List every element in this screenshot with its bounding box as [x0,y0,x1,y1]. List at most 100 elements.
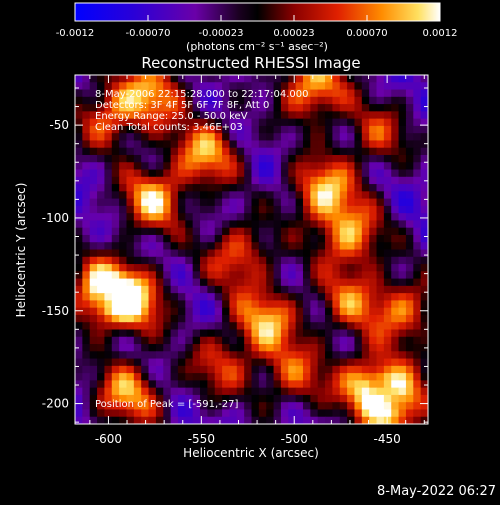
heatmap-cell [376,220,385,229]
heatmap-cell [177,111,186,120]
heatmap-cell [273,402,282,410]
heatmap-cell [273,154,282,163]
heatmap-cell [119,278,127,287]
heatmap-cell [229,133,238,141]
heatmap-cell [207,198,216,207]
heatmap-cell [126,176,135,185]
heatmap-cell [354,227,363,236]
heatmap-cell [295,234,304,243]
heatmap-cell [163,307,172,316]
heatmap-cell [82,336,91,345]
heatmap-cell [413,191,422,200]
heatmap-cell [148,154,157,163]
heatmap-cell [148,329,157,338]
heatmap-cell [383,344,392,352]
heatmap-cell [361,104,370,112]
heatmap-cell [325,213,333,221]
heatmap-cell [148,278,157,287]
heatmap-cell [111,147,120,156]
heatmap-cell [192,249,201,258]
heatmap-cell [295,358,304,367]
heatmap-cell [302,387,311,396]
heatmap-cell [383,358,392,367]
heatmap-cell [75,329,83,338]
heatmap-cell [207,365,216,374]
heatmap-cell [155,205,164,214]
heatmap-cell [170,205,179,214]
heatmap-cell [185,314,194,323]
heatmap-cell [398,191,407,200]
heatmap-cell [398,133,407,141]
heatmap-cell [383,198,392,207]
heatmap-cell [192,380,201,389]
heatmap-cell [332,293,341,301]
heatmap-cell [229,264,238,272]
heatmap-cell [332,278,341,287]
heatmap-cell [258,162,267,171]
heatmap-cell [325,300,333,309]
heatmap-cell [369,300,378,309]
heatmap-cell [222,191,230,200]
heatmap-cell [82,191,91,200]
heatmap-cell [192,264,201,272]
heatmap-cell [155,104,164,112]
heatmap-cell [398,409,407,418]
heatmap-cell [302,358,311,367]
heatmap-cell [133,271,142,280]
heatmap-cell [97,351,105,360]
heatmap-cell [391,162,400,171]
heatmap-cell [369,176,378,185]
heatmap-cell [266,82,275,91]
heatmap-cell [413,358,422,367]
heatmap-cell [104,293,113,301]
heatmap-cell [141,147,150,156]
heatmap-cell [317,198,326,207]
heatmap-cell [89,249,98,258]
heatmap-cell [369,227,378,236]
heatmap-cell [354,169,363,178]
heatmap-cell [244,191,252,200]
heatmap-cell [413,249,422,258]
heatmap-cell [288,285,297,294]
heatmap-cell [111,75,120,83]
heatmap-cell [177,365,186,374]
heatmap-cell [97,365,105,374]
heatmap-cell [163,416,172,424]
heatmap-cell [317,300,326,309]
heatmap-cell [325,111,333,120]
heatmap-cell [163,336,172,345]
heatmap-cell [332,104,341,112]
heatmap-cell [111,300,120,309]
heatmap-cell [251,307,260,316]
heatmap-cell [317,307,326,316]
heatmap-cell [391,96,400,105]
heatmap-cell [332,285,341,294]
heatmap-cell [222,264,230,272]
heatmap-cell [383,329,392,338]
heatmap-cell [280,314,289,323]
heatmap-cell [155,198,164,207]
heatmap-cell [75,82,83,91]
heatmap-cell [75,307,83,316]
heatmap-cell [420,351,428,360]
heatmap-cell [192,416,201,424]
heatmap-cell [405,205,414,214]
heatmap-cell [383,89,392,98]
heatmap-cell [244,314,252,323]
heatmap-cell [405,344,414,352]
heatmap-cell [163,96,172,105]
heatmap-cell [273,133,282,141]
heatmap-cell [332,373,341,381]
heatmap-cell [258,82,267,91]
heatmap-cell [111,278,120,287]
heatmap-cell [413,314,422,323]
heatmap-cell [369,162,378,171]
heatmap-cell [155,191,164,200]
heatmap-cell [325,191,333,200]
heatmap-cell [398,293,407,301]
heatmap-cell [391,380,400,389]
heatmap-cell [89,394,98,403]
x-tick-label: -450 [374,432,401,446]
heatmap-cell [413,409,422,418]
heatmap-cell [119,293,127,301]
